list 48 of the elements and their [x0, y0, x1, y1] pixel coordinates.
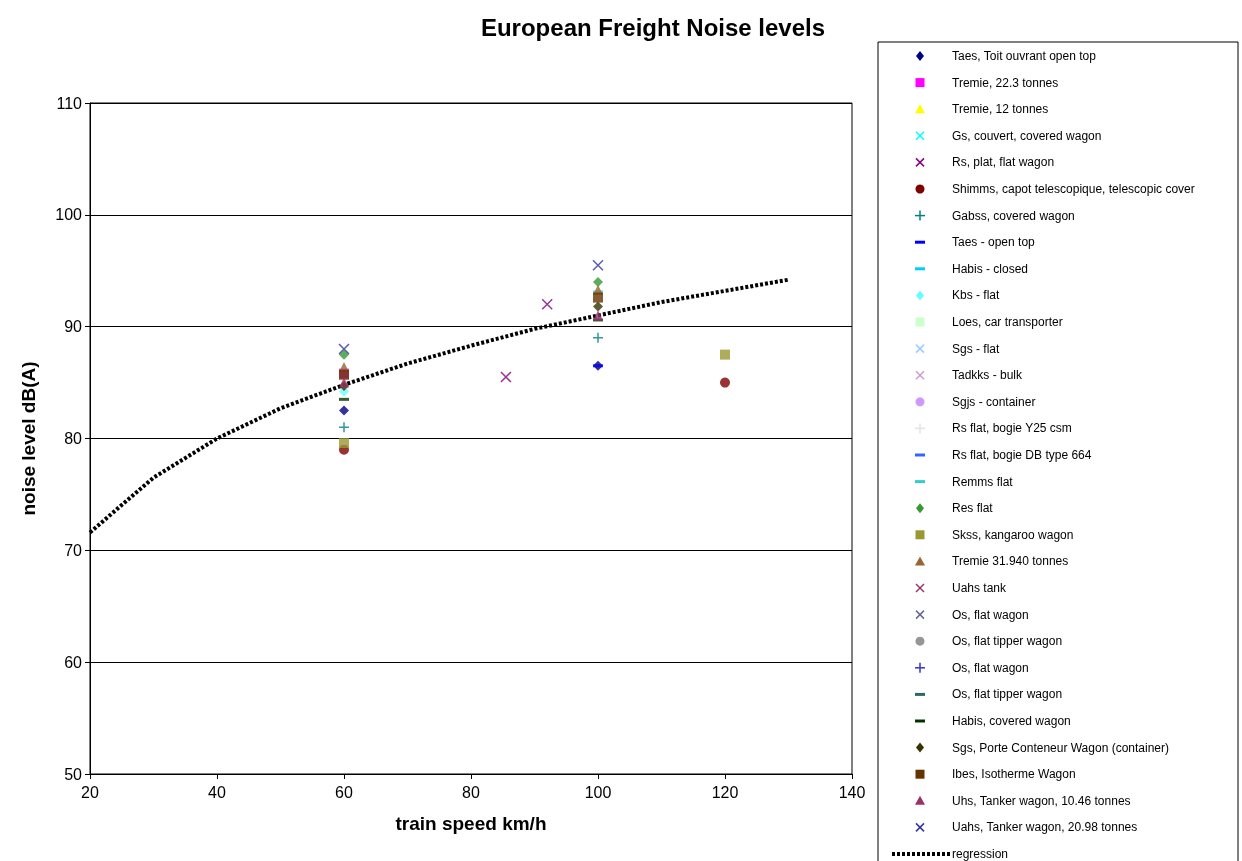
legend-label: Taes, Toit ouvrant open top	[952, 49, 1097, 63]
y-tick-label: 50	[64, 765, 83, 783]
legend-label: Res flat	[952, 501, 994, 516]
y-tick-label: 60	[64, 653, 83, 671]
legend-label: regression	[952, 847, 1009, 861]
legend-label: Os, flat tipper wagon	[952, 634, 1063, 649]
legend-label: Shimms, capot telescopique, telescopic cover	[952, 182, 1195, 196]
legend-label: Tremie, 12 tonnes	[952, 102, 1049, 117]
legend-label: Tadkks - bulk	[952, 368, 1024, 383]
y-tick-label: 90	[64, 318, 83, 336]
y-tick-label: 100	[55, 206, 83, 224]
legend-label: Rs flat, bogie DB type 664	[952, 448, 1092, 462]
x-tick-label: 60	[335, 783, 353, 801]
legend-label: Loes, car transporter	[952, 315, 1063, 329]
legend-label: Habis, covered wagon	[952, 714, 1071, 728]
legend-label: Habis - closed	[952, 261, 1029, 276]
legend-label: Uahs tank	[952, 581, 1008, 595]
legend-label: Skss, kangaroo wagon	[952, 527, 1074, 542]
y-tick-label: 70	[64, 541, 83, 559]
x-tick-label: 120	[711, 783, 739, 801]
x-tick-label: 20	[81, 783, 99, 801]
legend-label: Os, flat tipper wagon	[952, 687, 1063, 702]
y-tick-label: 110	[56, 94, 83, 112]
legend-label: Sgs, Porte Conteneur Wagon (container)	[952, 740, 1170, 755]
legend-label: Tremie 31.940 tonnes	[952, 554, 1069, 569]
x-axis-title: train speed km/h	[395, 813, 547, 834]
legend-label: Os, flat wagon	[952, 607, 1029, 622]
legend-label: Gabss, covered wagon	[952, 208, 1075, 223]
legend-label: Ibes, Isotherme Wagon	[952, 767, 1076, 782]
legend-label: Tremie, 22.3 tonnes	[952, 75, 1059, 90]
legend-label: Gs, couvert, covered wagon	[952, 128, 1102, 143]
legend-label: Sgjs - container	[952, 394, 1036, 409]
legend-label: Kbs - flat	[952, 288, 1001, 303]
legend-label: Remms flat	[952, 474, 1014, 489]
legend-label: Sgs - flat	[952, 341, 1001, 356]
x-tick-label: 40	[208, 783, 226, 801]
y-axis-title: noise level dB(A)	[18, 361, 39, 516]
x-tick-label: 80	[462, 783, 480, 801]
legend-label: Taes - open top	[952, 235, 1036, 250]
legend-label: Os, flat wagon	[952, 660, 1029, 675]
legend-label: Uahs, Tanker wagon, 20.98 tonnes	[952, 820, 1138, 835]
y-tick-label: 80	[64, 430, 83, 447]
legend-label: Rs, plat, flat wagon	[952, 155, 1055, 170]
legend-label: Rs flat, bogie Y25 csm	[952, 421, 1072, 436]
legend-label: Uhs, Tanker wagon, 10.46 tonnes	[952, 793, 1131, 808]
x-tick-label: 100	[584, 783, 612, 801]
x-tick-label: 140	[838, 783, 866, 801]
chart-title: European Freight Noise levels	[480, 13, 826, 41]
